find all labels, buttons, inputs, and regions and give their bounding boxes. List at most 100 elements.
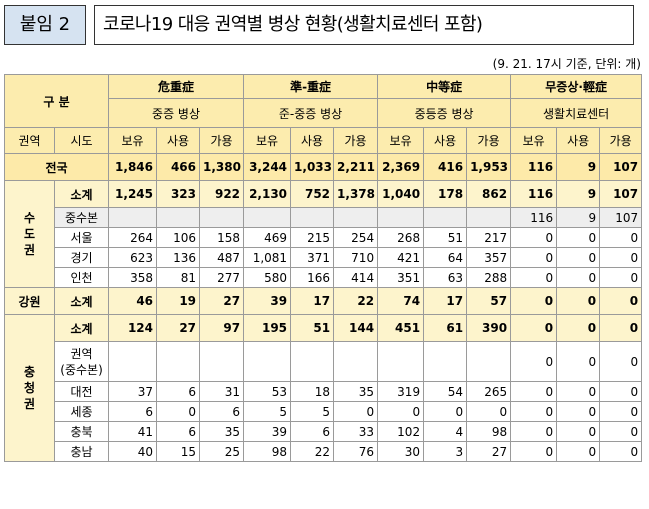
- table-cell: 0: [599, 267, 643, 288]
- table-cell: 0: [510, 421, 558, 442]
- row-label: 소계: [53, 287, 110, 315]
- table-cell: [423, 207, 468, 228]
- table-cell: 74: [377, 287, 425, 315]
- table-cell: 0: [466, 401, 512, 422]
- table-cell: 1,846: [108, 153, 158, 181]
- table-cell: 0: [556, 341, 601, 382]
- table-cell: 0: [556, 287, 601, 315]
- table-cell: 0: [599, 421, 643, 442]
- table-cell: 268: [377, 227, 425, 248]
- header-col: 보유: [108, 127, 158, 154]
- header-col: 가용: [333, 127, 379, 154]
- header-sub-moderate: 중등증 병상: [377, 98, 512, 128]
- table-cell: 4: [423, 421, 468, 442]
- table-cell: 357: [466, 247, 512, 268]
- table-cell: 264: [108, 227, 158, 248]
- table-cell: 323: [156, 180, 201, 208]
- table-cell: 116: [510, 207, 558, 228]
- row-label: 세종: [53, 401, 110, 422]
- table-row: 충북 41 6 35 39 6 33 102 4 98 0 0 0: [5, 421, 643, 442]
- region-label: 강원: [4, 287, 55, 315]
- table-cell: 3,244: [243, 153, 292, 181]
- table-cell: 0: [556, 441, 601, 462]
- header-group-critical: 危重症: [108, 74, 245, 99]
- table-cell: 0: [377, 401, 425, 422]
- table-cell: 27: [466, 441, 512, 462]
- table-cell: 46: [108, 287, 158, 315]
- table-cell: 57: [466, 287, 512, 315]
- page-title: 코로나19 대응 권역별 병상 현황(생활치료센터 포함): [94, 5, 634, 45]
- table-cell: 0: [599, 441, 643, 462]
- table-cell: 6: [156, 381, 201, 402]
- table-cell: 116: [510, 180, 558, 208]
- header-gubun: 구 분: [3, 74, 110, 128]
- header-col: 가용: [466, 127, 512, 154]
- table-cell: 6: [156, 421, 201, 442]
- row-label: 권역 (중수본): [53, 341, 110, 382]
- table-cell: 19: [156, 287, 201, 315]
- table-cell: 358: [108, 267, 158, 288]
- table-cell: 97: [199, 314, 245, 342]
- table-cell: 102: [377, 421, 425, 442]
- table-cell: 9: [556, 180, 601, 208]
- table-row: 세종 6 0 6 5 5 0 0 0 0 0 0 0: [5, 401, 643, 422]
- table-cell: 1,380: [199, 153, 245, 181]
- table-cell: 33: [333, 421, 379, 442]
- table-cell: 54: [423, 381, 468, 402]
- table-cell: 0: [599, 247, 643, 268]
- header-sub-semi-critical: 준-중증 병상: [243, 98, 379, 128]
- table-cell: 390: [466, 314, 512, 342]
- table-cell: 37: [108, 381, 158, 402]
- table-cell: 6: [290, 421, 335, 442]
- header-col: 가용: [599, 127, 643, 154]
- table-cell: 0: [510, 267, 558, 288]
- table-cell: 1,378: [333, 180, 379, 208]
- table-cell: 17: [290, 287, 335, 315]
- table-cell: 0: [510, 227, 558, 248]
- table-cell: 0: [599, 314, 643, 342]
- table-cell: 421: [377, 247, 425, 268]
- table-cell: 61: [423, 314, 468, 342]
- table-cell: 31: [199, 381, 245, 402]
- table-cell: [156, 341, 201, 382]
- table-cell: 39: [243, 421, 292, 442]
- table-cell: 144: [333, 314, 379, 342]
- table-cell: 1,040: [377, 180, 425, 208]
- header-col: 사용: [290, 127, 335, 154]
- table-cell: 51: [423, 227, 468, 248]
- header-region-col: 권역: [4, 127, 55, 154]
- row-label: 충북: [53, 421, 110, 442]
- table-cell: [290, 207, 335, 228]
- row-label: 소계: [53, 314, 110, 342]
- table-cell: 195: [243, 314, 292, 342]
- table-cell: 107: [599, 153, 643, 181]
- table-cell: 922: [199, 180, 245, 208]
- table-cell: 0: [510, 401, 558, 422]
- table-cell: [108, 341, 158, 382]
- table-cell: 414: [333, 267, 379, 288]
- header-city-col: 시도: [53, 127, 110, 154]
- row-label: 대전: [53, 381, 110, 402]
- table-cell: 416: [423, 153, 468, 181]
- table-cell: 6: [199, 401, 245, 422]
- table-cell: [333, 341, 379, 382]
- table-row: 권역 (중수본) 0 0 0: [5, 341, 643, 382]
- table-cell: 9: [556, 153, 601, 181]
- row-label: 충남: [53, 441, 110, 462]
- table-row-national: 전국 1,846 466 1,380 3,244 1,033 2,211 2,369 416 1,…: [3, 153, 643, 181]
- table-cell: 0: [599, 227, 643, 248]
- table-cell: [423, 341, 468, 382]
- table-cell: [108, 207, 158, 228]
- table-cell: 371: [290, 247, 335, 268]
- table-cell: 1,033: [290, 153, 335, 181]
- table-cell: 18: [290, 381, 335, 402]
- table-cell: 35: [333, 381, 379, 402]
- header-sub-mild: 생활치료센터: [510, 98, 643, 128]
- table-cell: 76: [333, 441, 379, 462]
- table-cell: 106: [156, 227, 201, 248]
- table-cell: 451: [377, 314, 425, 342]
- table-cell: 15: [156, 441, 201, 462]
- table-cell: 623: [108, 247, 158, 268]
- table-cell: 81: [156, 267, 201, 288]
- table-cell: 178: [423, 180, 468, 208]
